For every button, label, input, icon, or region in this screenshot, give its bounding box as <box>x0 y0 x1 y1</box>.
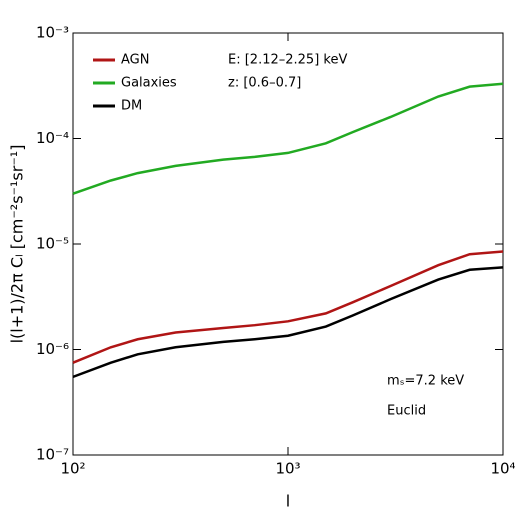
annotation: mₛ=7.2 keV <box>387 374 464 389</box>
series-line <box>72 82 504 195</box>
annotation: E: [2.12–2.25] keV <box>228 53 347 68</box>
x-tick-label: 10⁴ <box>490 460 515 478</box>
y-tick-label: 10⁻⁶ <box>36 340 69 358</box>
y-tick-label: 10⁻⁴ <box>36 129 69 147</box>
series-line <box>72 250 504 364</box>
annotation: z: [0.6–0.7] <box>228 76 301 91</box>
annotation: Euclid <box>387 404 426 419</box>
series-line <box>72 266 504 379</box>
x-tick-label: 10³ <box>275 460 300 478</box>
y-axis-label: l(l+1)/2π Cₗ [cm⁻²s⁻¹sr⁻¹] <box>8 145 27 344</box>
y-tick-label: 10⁻³ <box>36 24 69 42</box>
legend-label: AGN <box>121 53 149 68</box>
legend-label: Galaxies <box>121 76 177 91</box>
y-tick-label: 10⁻⁵ <box>36 235 69 253</box>
x-axis-label: l <box>286 492 290 511</box>
y-tick-label: 10⁻⁷ <box>36 446 69 464</box>
x-tick-label: 10² <box>60 460 85 478</box>
legend-label: DM <box>121 99 142 114</box>
